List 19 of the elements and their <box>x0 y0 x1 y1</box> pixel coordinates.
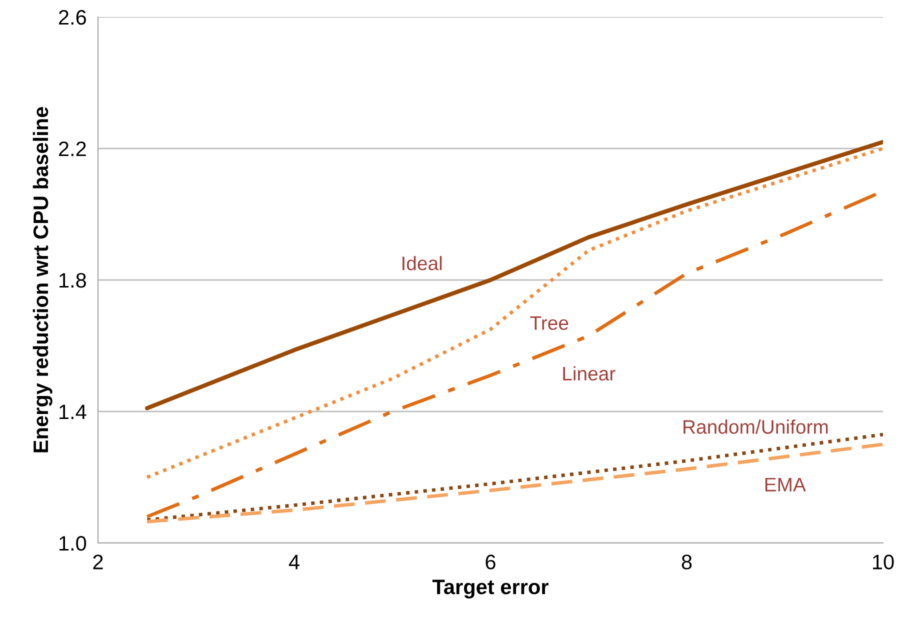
x-tick-label: 10 <box>873 554 894 570</box>
x-axis-title: Target error <box>432 580 548 599</box>
line-series <box>145 146 883 479</box>
series-label: EMA <box>765 478 806 492</box>
line-series <box>144 140 883 410</box>
y-tick-label: 1.8 <box>60 273 86 288</box>
series-label: Ideal <box>402 256 442 270</box>
series-label: Linear <box>563 366 616 381</box>
series-label: Random/Uniform <box>684 420 828 434</box>
y-tick-label: 2.6 <box>58 10 86 25</box>
y-axis-title: Energy reduction wrt CPU baseline <box>32 107 52 452</box>
x-tick-label: 4 <box>288 554 300 570</box>
y-tick-label: 1.4 <box>60 404 86 420</box>
series-label: Tree <box>530 316 568 330</box>
y-tick-label: 1.0 <box>60 536 86 551</box>
y-tick-label: 2.2 <box>58 142 86 156</box>
x-tick-label: 8 <box>682 554 692 570</box>
x-tick-label: 6 <box>486 554 496 570</box>
x-tick-label: 2 <box>93 554 103 570</box>
